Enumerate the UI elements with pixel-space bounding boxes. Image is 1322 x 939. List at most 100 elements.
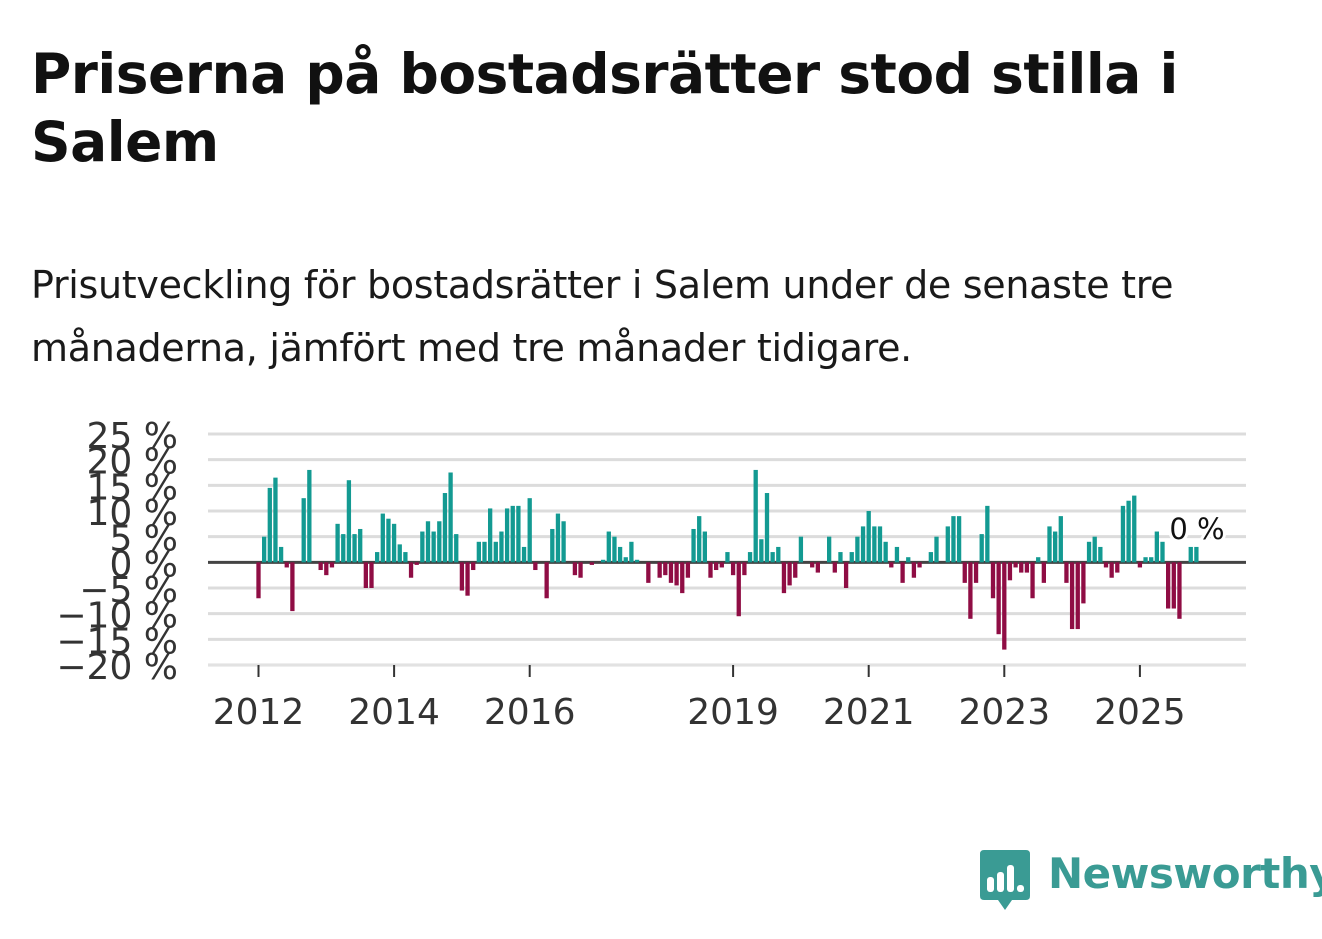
- bar: [1047, 526, 1052, 563]
- x-tick-label: 2014: [348, 692, 440, 733]
- bar-chart-speech-bubble-icon: [980, 850, 1030, 910]
- y-tick-label: −10 %: [56, 596, 178, 637]
- bar: [776, 546, 781, 563]
- bar: [1154, 531, 1159, 563]
- bar: [516, 505, 521, 563]
- y-tick-label: 20 %: [87, 442, 178, 483]
- bar: [1086, 541, 1092, 563]
- bar: [894, 546, 900, 563]
- bar: [493, 541, 498, 563]
- bar: [877, 526, 883, 563]
- bar: [866, 511, 871, 563]
- y-tick-label: 0 %: [109, 544, 178, 585]
- bar: [437, 521, 442, 563]
- bar: [838, 552, 843, 563]
- bar: [1064, 562, 1069, 583]
- bar: [793, 562, 798, 578]
- bar: [855, 536, 860, 563]
- y-tick-label: −15 %: [56, 621, 178, 662]
- bar: [860, 526, 866, 563]
- bar: [928, 552, 933, 563]
- bar: [471, 562, 476, 571]
- bar-chart: 25 %20 %15 %10 %5 %0 %−5 %−10 %−15 %−20 …: [56, 416, 1246, 733]
- bar: [979, 534, 984, 563]
- bar: [488, 508, 493, 563]
- bar: [397, 544, 402, 563]
- bar: [968, 562, 973, 619]
- bar: [504, 508, 510, 563]
- bar: [301, 498, 306, 563]
- bar: [459, 562, 465, 591]
- bar: [911, 562, 917, 578]
- bar: [442, 493, 448, 563]
- bar: [1137, 562, 1143, 568]
- bar: [341, 534, 346, 563]
- bar: [1024, 562, 1030, 573]
- bar: [454, 534, 459, 563]
- x-tick-label: 2023: [958, 692, 1050, 733]
- bar: [770, 552, 775, 563]
- bar: [730, 562, 736, 576]
- bar: [1143, 557, 1148, 563]
- bar: [1171, 562, 1176, 609]
- bar: [719, 562, 724, 568]
- bar: [617, 546, 623, 563]
- bar: [533, 562, 538, 571]
- bar: [1013, 562, 1018, 568]
- bar: [318, 562, 323, 571]
- bar: [810, 562, 815, 568]
- bar: [1041, 562, 1046, 583]
- newsworthy-logo: Newsworthy: [980, 848, 1322, 912]
- bar: [843, 562, 849, 588]
- bar: [1149, 557, 1154, 563]
- bar: [736, 562, 741, 617]
- bar: [759, 539, 764, 563]
- bar: [606, 531, 611, 563]
- bar: [714, 562, 719, 571]
- bar: [414, 562, 419, 565]
- bar: [476, 541, 481, 563]
- bar: [951, 516, 956, 563]
- bar: [1109, 562, 1114, 578]
- bar: [550, 528, 555, 563]
- annotations: 0 %: [1166, 509, 1227, 549]
- y-tick-label: 10 %: [87, 493, 178, 534]
- bars: [256, 469, 1199, 650]
- bar: [601, 559, 606, 563]
- bar: [431, 531, 436, 563]
- bar: [375, 552, 380, 563]
- bar: [691, 528, 696, 563]
- bar: [589, 562, 594, 565]
- bar: [482, 541, 487, 563]
- bar: [906, 557, 911, 563]
- bar: [521, 546, 527, 563]
- bar: [408, 562, 414, 578]
- bar: [623, 557, 628, 563]
- bar: [352, 534, 357, 563]
- bar: [267, 487, 272, 563]
- bar: [985, 505, 990, 563]
- bar: [1098, 546, 1103, 563]
- x-tick-label: 2021: [823, 692, 915, 733]
- bar: [956, 516, 962, 563]
- bar: [945, 526, 950, 563]
- bar: [1058, 516, 1063, 563]
- bar: [781, 562, 787, 594]
- bar: [708, 562, 713, 578]
- bar: [668, 562, 674, 583]
- bar: [680, 562, 685, 594]
- bar: [391, 523, 397, 563]
- bar: [1030, 562, 1035, 599]
- bar: [1120, 505, 1126, 563]
- bar: [1126, 500, 1131, 563]
- bar: [544, 562, 549, 599]
- bar: [973, 562, 979, 583]
- bar: [697, 516, 702, 563]
- bar: [262, 536, 267, 563]
- bar: [510, 505, 515, 563]
- bar: [1069, 562, 1075, 630]
- bar: [256, 562, 261, 599]
- bar: [657, 562, 662, 578]
- bar: [273, 477, 278, 563]
- bar: [725, 552, 730, 563]
